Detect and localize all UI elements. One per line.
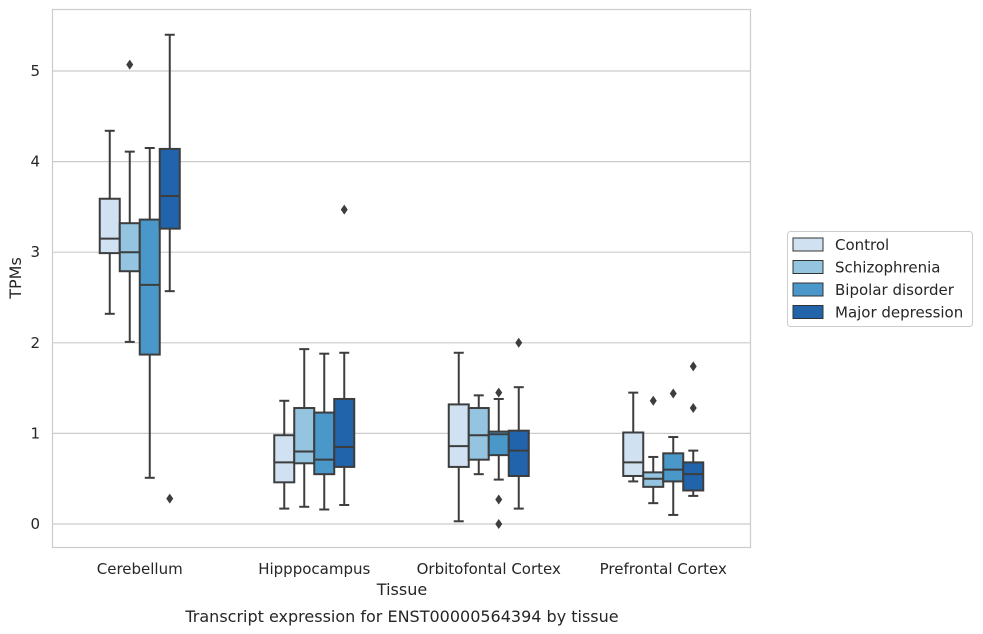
chart-caption: Transcript expression for ENST0000056439… xyxy=(184,607,618,626)
x-axis-title: Tissue xyxy=(376,580,427,599)
legend-label: Bipolar disorder xyxy=(835,281,955,299)
legend-label: Schizophrenia xyxy=(835,259,940,277)
box-iqr xyxy=(120,223,140,271)
box-iqr xyxy=(623,432,643,475)
x-tick-label: Prefrontal Cortex xyxy=(600,560,727,578)
y-tick-label: 1 xyxy=(30,424,40,442)
legend-label: Major depression xyxy=(835,304,963,322)
y-tick-label: 3 xyxy=(30,243,40,261)
box-iqr xyxy=(160,149,180,229)
box-iqr xyxy=(140,220,160,355)
y-tick-label: 5 xyxy=(30,62,40,80)
box-iqr xyxy=(334,399,354,467)
y-axis-ticks: 0 1 2 3 4 5 xyxy=(30,62,40,533)
y-tick-label: 4 xyxy=(30,153,40,171)
box-iqr xyxy=(469,408,489,460)
box-plot-chart: 0 1 2 3 4 5 Cerebellum Hipppocampus Orbitofonta… xyxy=(0,0,983,634)
legend-swatch xyxy=(793,261,823,274)
x-tick-label: Hipppocampus xyxy=(258,560,370,578)
box-iqr xyxy=(100,199,120,253)
box-iqr xyxy=(683,462,703,490)
y-tick-label: 0 xyxy=(30,515,40,533)
x-axis-ticks: Cerebellum Hipppocampus Orbitofontal Corte… xyxy=(97,560,727,578)
y-tick-label: 2 xyxy=(30,334,40,352)
box-iqr xyxy=(509,431,529,476)
legend-swatch xyxy=(793,238,823,251)
box-iqr xyxy=(314,413,334,475)
box-iqr xyxy=(294,408,314,463)
legend-swatch xyxy=(793,306,823,319)
box-iqr xyxy=(663,453,683,481)
box-iqr xyxy=(274,435,294,482)
x-tick-label: Orbitofontal Cortex xyxy=(417,560,561,578)
legend-label: Control xyxy=(835,236,889,254)
legend: Control Schizophrenia Bipolar disorder Majo… xyxy=(788,232,973,327)
y-axis-title: TPMs xyxy=(6,257,25,300)
box-iqr xyxy=(449,404,469,467)
x-tick-label: Cerebellum xyxy=(97,560,183,578)
legend-swatch xyxy=(793,283,823,296)
